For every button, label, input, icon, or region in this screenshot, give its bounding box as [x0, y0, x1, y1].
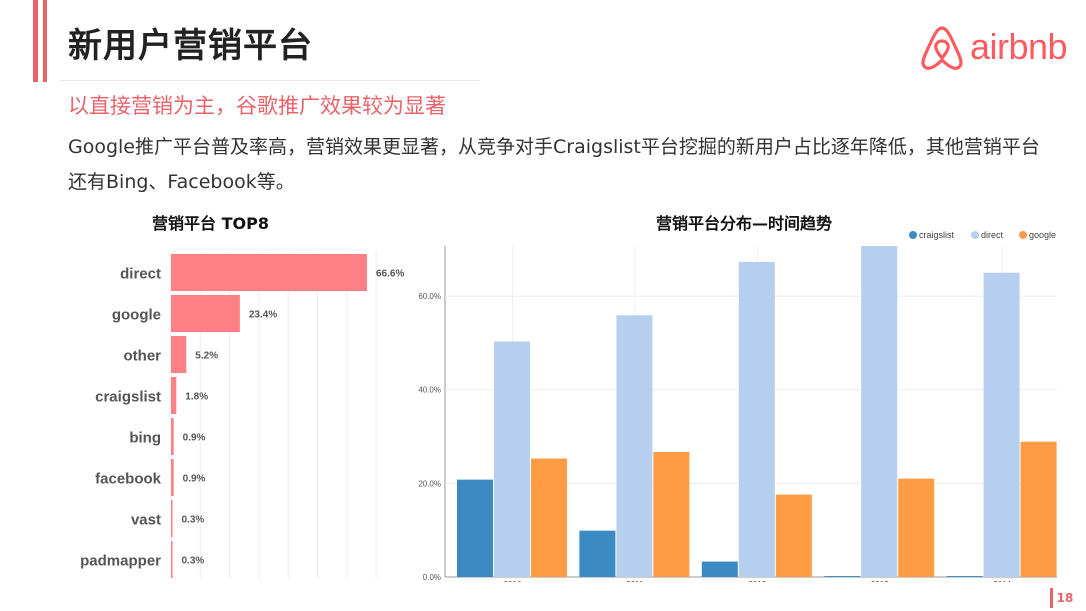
y-tick-label: 40.0%	[418, 386, 441, 395]
bar-google-2010	[531, 458, 567, 577]
bar-craigslist-2014	[946, 576, 983, 577]
value-label: 66.6%	[376, 269, 404, 280]
y-tick-label: 20.0%	[418, 479, 441, 488]
page-number: 18	[1050, 588, 1077, 608]
x-tick-label: 2013	[871, 580, 889, 582]
value-label: 0.9%	[183, 474, 206, 485]
y-tick-label: 60.0%	[418, 292, 441, 301]
airbnb-logo-icon	[921, 26, 963, 70]
legend-marker-craigslist	[909, 231, 917, 239]
bar-google-2014	[1020, 441, 1057, 577]
top8-bar-chart: direct 66.6% google 23.4% other 5.2% craigslis…	[80, 252, 404, 578]
legend-label: direct	[981, 230, 1004, 240]
x-tick-label: 2010	[504, 580, 522, 582]
bar-craigslist-2010	[457, 479, 493, 577]
bar-craigslist-2012	[701, 561, 738, 577]
bar-direct	[171, 254, 367, 291]
value-label: 0.3%	[182, 556, 205, 567]
subtitle: 以直接营销为主，谷歌推广效果较为显著	[68, 94, 446, 118]
legend-marker-direct	[971, 231, 979, 239]
bar-google	[171, 295, 240, 332]
bar-direct-2011	[616, 315, 653, 577]
value-label: 5.2%	[195, 351, 218, 362]
value-label: 23.4%	[249, 310, 277, 321]
bar-direct-2014	[983, 272, 1020, 577]
value-label: 0.9%	[183, 433, 206, 444]
legend-marker-google	[1019, 231, 1027, 239]
bar-google-2013	[898, 478, 935, 577]
y-tick-label: 0.0%	[423, 573, 441, 582]
bar-direct-2013	[861, 246, 898, 577]
category-label: facebook	[95, 471, 162, 488]
category-label: craigslist	[95, 389, 161, 406]
legend-label: google	[1029, 230, 1056, 240]
title-divider	[60, 80, 480, 81]
x-tick-label: 2012	[748, 580, 766, 582]
accent-stripe-thin	[43, 0, 47, 82]
accent-stripe	[33, 0, 38, 82]
category-label: bing	[129, 430, 161, 447]
trend-bar-chart: 0.0% 20.0% 40.0% 60.0% 2010 2011 2012 2013 2014 c…	[418, 230, 1057, 582]
x-tick-label: 2011	[626, 580, 644, 582]
bar-google-2011	[653, 451, 690, 577]
bar-padmapper	[171, 541, 173, 578]
bar-craigslist	[171, 377, 177, 414]
bar-craigslist-2013	[824, 576, 861, 577]
category-label: padmapper	[80, 553, 161, 570]
x-tick-label: 2014	[993, 580, 1011, 582]
right-chart-title: 营销平台分布—时间趋势	[656, 214, 833, 233]
bar-facebook	[171, 459, 174, 496]
bar-craigslist-2011	[579, 530, 616, 577]
category-label: other	[124, 348, 162, 365]
bar-vast	[171, 500, 173, 537]
body-paragraph: Google推广平台普及率高，营销效果更显著，从竞争对手Craigslist平台…	[68, 136, 1040, 193]
value-label: 0.3%	[182, 515, 205, 526]
category-label: vast	[131, 512, 161, 529]
bar-direct-2012	[738, 261, 775, 577]
airbnb-logo-text: airbnb	[970, 26, 1068, 67]
bar-bing	[171, 418, 174, 455]
page-title: 新用户营销平台	[68, 26, 313, 66]
legend-label: craigslist	[919, 230, 955, 240]
category-label: direct	[120, 266, 161, 283]
bar-google-2012	[775, 494, 812, 577]
bar-direct-2010	[494, 341, 530, 577]
left-chart-title: 营销平台 TOP8	[152, 214, 269, 233]
value-label: 1.8%	[185, 392, 208, 403]
bar-other	[171, 336, 187, 373]
category-label: google	[112, 307, 161, 324]
